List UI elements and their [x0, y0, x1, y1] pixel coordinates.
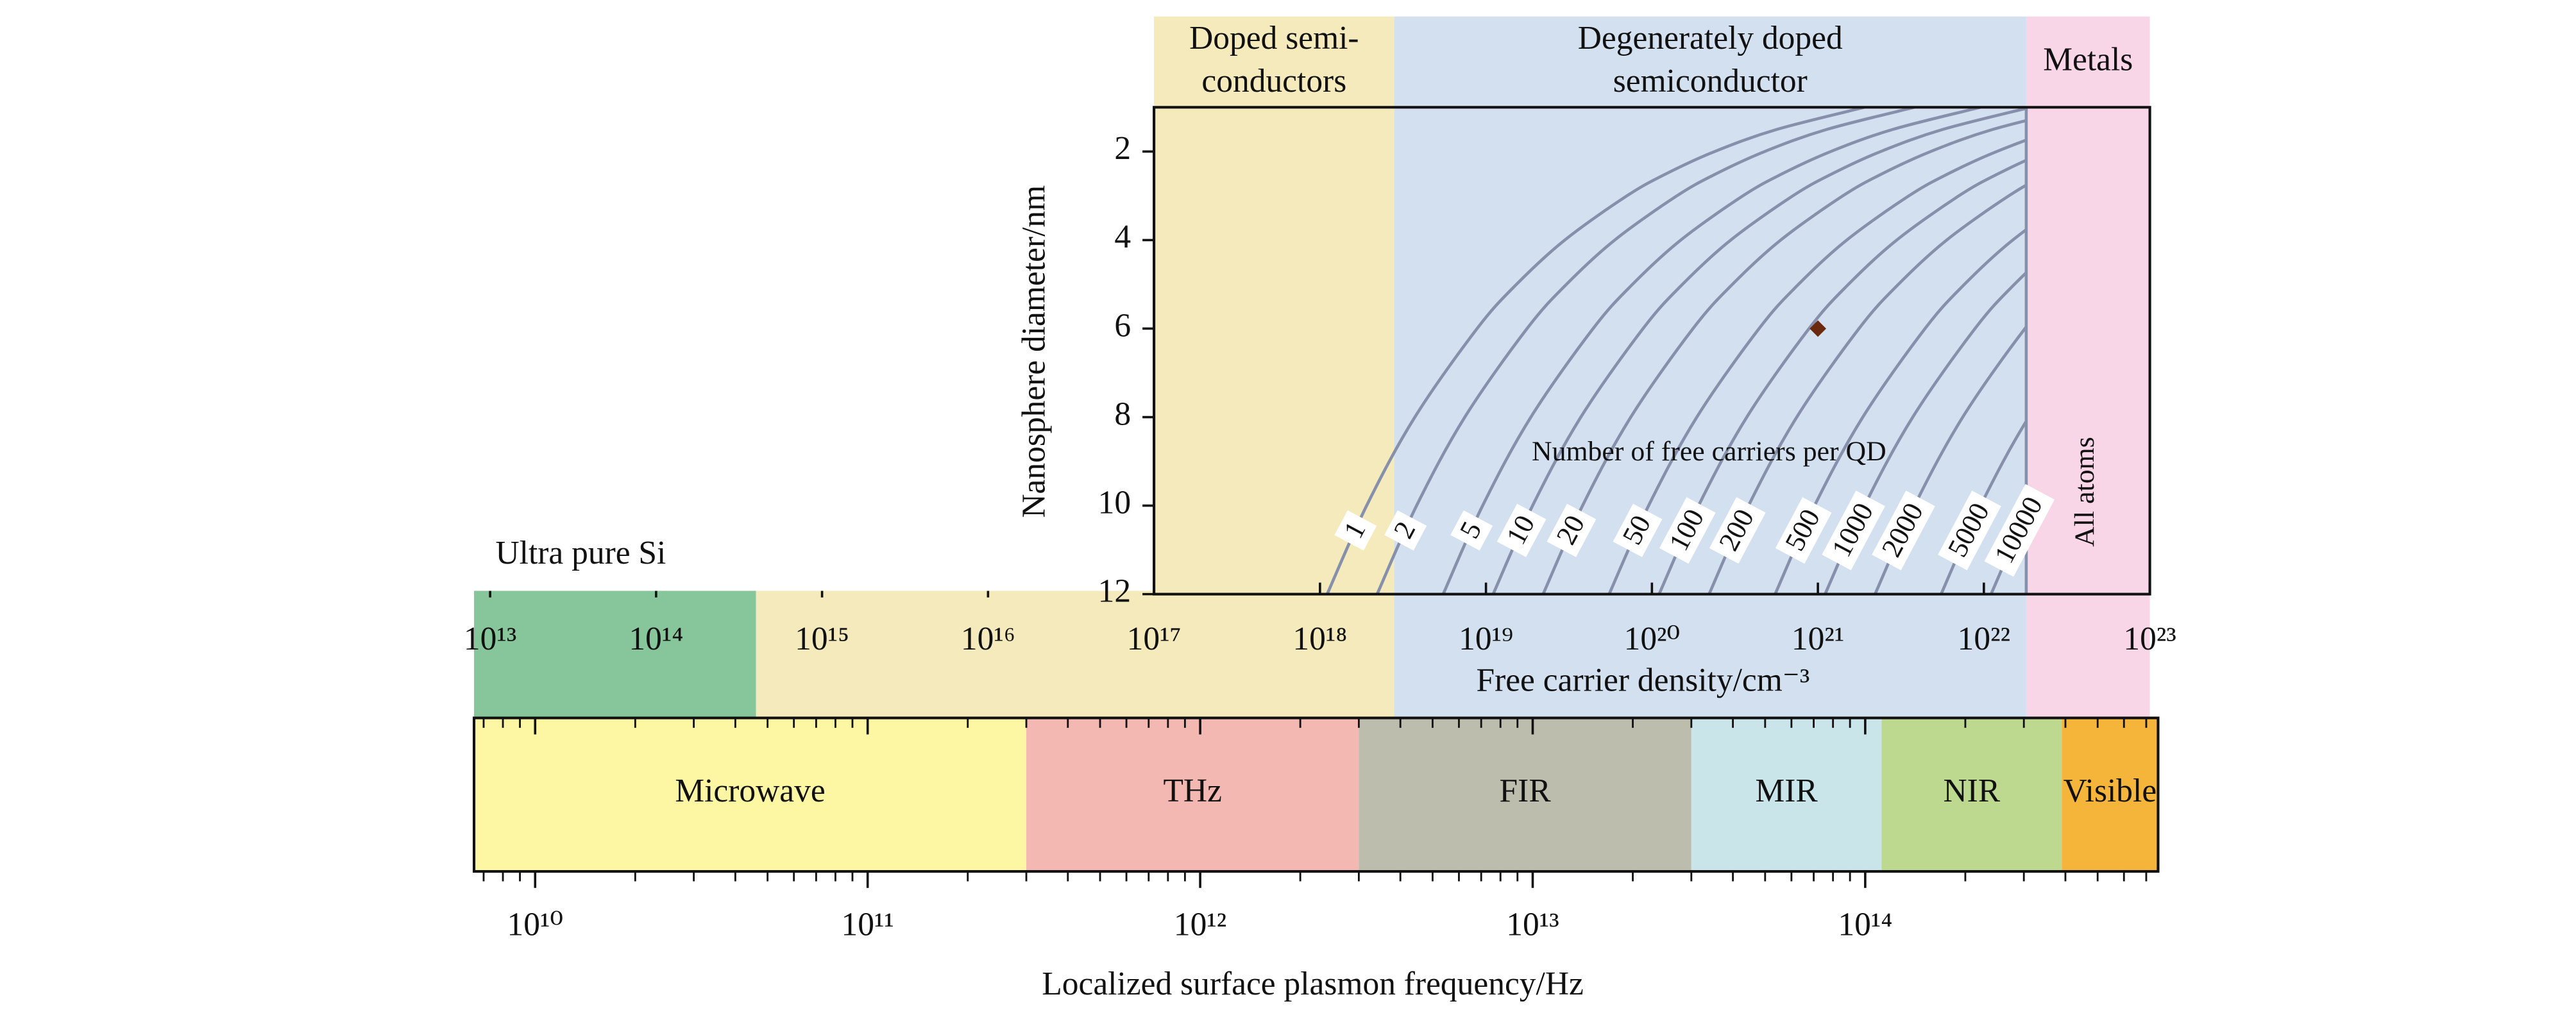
band — [474, 717, 1027, 872]
band-label: FIR — [1500, 773, 1552, 809]
series-label-group: 100 — [1659, 497, 1716, 564]
curve — [1774, 228, 2026, 594]
region-band — [1154, 16, 1394, 591]
region-label: Degenerately doped — [1578, 20, 1843, 56]
x-tick-label: 10¹⁷ — [1127, 621, 1182, 657]
series-label-group: 1 — [1334, 510, 1377, 551]
curve — [1607, 138, 2026, 594]
freq-tick-label: 10¹¹ — [842, 906, 894, 943]
region-bar — [1394, 591, 2026, 718]
region-label: Doped semi- — [1189, 20, 1359, 56]
freq-tick-label: 10¹² — [1174, 906, 1226, 943]
series-label-box — [1496, 503, 1546, 557]
region-label: Metals — [2043, 42, 2133, 78]
band — [1881, 717, 2062, 872]
region-bar — [2026, 591, 2150, 718]
curve — [1491, 107, 2026, 594]
curves — [1325, 107, 2026, 594]
curve — [1824, 270, 2026, 594]
series-label-box — [1450, 510, 1493, 551]
band — [2062, 717, 2158, 872]
series-label-box — [1709, 497, 1766, 564]
x-tick-label: 10²¹ — [1792, 621, 1844, 657]
curve — [1707, 183, 2026, 594]
x-tick-label: 10²⁰ — [1624, 621, 1681, 657]
band — [1026, 717, 1359, 872]
freq-tick-label: 10¹⁴ — [1838, 906, 1892, 943]
y-axis-label: Nanosphere diameter/nm — [1016, 185, 1053, 518]
x-tick-label: 10¹³ — [464, 621, 516, 657]
series-label-box — [1775, 497, 1832, 564]
series-label-box — [1872, 491, 1935, 571]
curve — [1375, 107, 1915, 594]
y-tick-label: 2 — [1114, 130, 1131, 167]
band-label: Microwave — [675, 773, 825, 809]
region-band — [2026, 16, 2150, 591]
x-tick-label: 10²³ — [2123, 621, 2176, 657]
series-label-box — [1938, 491, 2001, 571]
series-label-box — [1613, 503, 1663, 557]
band-label: MIR — [1755, 773, 1818, 809]
series-label-box — [1546, 503, 1597, 557]
series-label-box — [1659, 497, 1716, 564]
x-tick-label: 10²² — [1958, 621, 2010, 657]
curve — [1657, 158, 2026, 594]
series-label-group: 5 — [1450, 510, 1493, 551]
freq-axis-label: Localized surface plasmon frequency/Hz — [1042, 966, 1584, 1002]
freq-tick-label: 10¹⁰ — [507, 906, 564, 943]
region-bar — [756, 591, 1394, 718]
region-bar — [474, 591, 756, 718]
region-label: conductors — [1201, 63, 1346, 99]
band-label: THz — [1163, 773, 1221, 809]
band — [1691, 717, 1882, 872]
x-tick-label: 10¹⁶ — [961, 621, 1015, 657]
curve — [1441, 107, 1981, 594]
series-label-box — [1822, 491, 1885, 571]
series-label-box — [1334, 510, 1377, 551]
x-tick-label: 10¹⁴ — [629, 621, 683, 657]
freq-tick-label: 10¹³ — [1506, 906, 1559, 943]
band-label: Visible — [2063, 773, 2157, 809]
x-tick-label: 10¹⁹ — [1459, 621, 1513, 657]
curve — [1940, 418, 2026, 594]
y-tick-label: 4 — [1114, 219, 1131, 255]
curve — [1325, 107, 1865, 594]
x-axis-label: Free carrier density/cm⁻³ — [1476, 662, 1809, 698]
x-tick-label: 10¹⁵ — [795, 621, 849, 657]
curve — [1541, 119, 2026, 594]
y-tick-label: 8 — [1114, 396, 1131, 432]
band-label: NIR — [1944, 773, 2001, 809]
region-label: semiconductor — [1613, 63, 1808, 99]
y-tick-label: 6 — [1114, 307, 1131, 344]
series-label-box — [1384, 510, 1427, 551]
y-tick-label: 10 — [1098, 484, 1131, 521]
annotation: Number of free carriers per QD — [1532, 436, 1886, 467]
band-frame — [472, 716, 2160, 873]
y-tick-label: 12 — [1098, 573, 1131, 609]
series-label-group: 2 — [1384, 510, 1427, 551]
series-label-box — [1984, 483, 2055, 577]
curve — [1874, 324, 2026, 594]
region-label: Ultra pure Si — [495, 535, 666, 571]
annotation: All atoms — [2069, 437, 2100, 546]
x-tick-label: 10¹⁸ — [1292, 621, 1347, 657]
band — [1359, 717, 1691, 872]
